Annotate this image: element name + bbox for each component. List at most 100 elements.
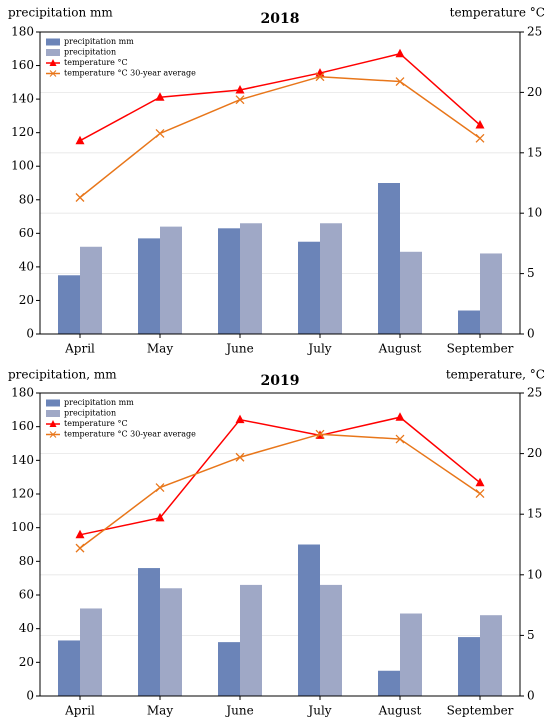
x-tick-label: September bbox=[447, 704, 514, 718]
marker bbox=[75, 135, 85, 145]
bar bbox=[378, 183, 400, 334]
y-tick-label: 40 bbox=[19, 621, 34, 635]
marker bbox=[75, 193, 85, 202]
marker bbox=[395, 434, 405, 444]
legend-marker bbox=[49, 59, 57, 66]
y-tick-label: 60 bbox=[19, 588, 34, 602]
bar bbox=[298, 544, 320, 696]
bar bbox=[298, 241, 320, 334]
line bbox=[79, 75, 481, 199]
line bbox=[79, 416, 481, 536]
marker bbox=[235, 95, 245, 105]
bar bbox=[218, 642, 240, 696]
x-tick-label: July bbox=[306, 704, 331, 718]
marker bbox=[235, 414, 245, 424]
bar bbox=[320, 584, 342, 696]
plot-frame bbox=[39, 392, 521, 697]
marker bbox=[475, 133, 485, 143]
y-tick-label: 40 bbox=[19, 259, 34, 273]
bar bbox=[58, 640, 80, 696]
marker bbox=[315, 72, 325, 82]
x-tick-label: May bbox=[147, 342, 173, 356]
marker bbox=[395, 412, 405, 421]
marker bbox=[75, 529, 85, 539]
bar bbox=[58, 275, 80, 334]
legend-label: precipitation mm bbox=[64, 37, 134, 46]
bar bbox=[458, 637, 480, 696]
bar bbox=[480, 615, 502, 696]
x-tick-label: April bbox=[64, 704, 95, 718]
bar bbox=[138, 568, 160, 696]
x-tick-label: June bbox=[224, 342, 253, 356]
marker bbox=[395, 77, 405, 86]
bar bbox=[160, 588, 182, 696]
legend-label: precipitation mm bbox=[64, 398, 134, 407]
bar bbox=[320, 223, 342, 334]
bar bbox=[458, 310, 480, 334]
y2-tick-label: 20 bbox=[527, 85, 542, 99]
legend-label: temperature °C 30-year average bbox=[64, 69, 196, 78]
y2-tick-label: 15 bbox=[527, 507, 542, 521]
bar bbox=[240, 223, 262, 334]
y-axis-label: precipitation mm bbox=[8, 6, 113, 20]
x-tick-label: August bbox=[378, 704, 422, 718]
y2-tick-label: 5 bbox=[527, 628, 535, 642]
y2-tick-label: 10 bbox=[527, 567, 542, 581]
marker bbox=[155, 129, 165, 138]
legend-marker bbox=[49, 420, 57, 427]
legend-label: precipitation bbox=[64, 409, 116, 418]
y2-tick-label: 0 bbox=[527, 327, 535, 341]
y-tick-label: 180 bbox=[11, 25, 34, 39]
legend-marker bbox=[49, 70, 57, 77]
marker bbox=[395, 48, 405, 58]
x-tick-label: June bbox=[224, 704, 253, 718]
chart-title: 2019 bbox=[261, 373, 300, 389]
x-tick-label: August bbox=[378, 342, 422, 356]
legend-label: temperature °C 30-year average bbox=[64, 430, 196, 439]
marker bbox=[235, 452, 245, 462]
marker bbox=[155, 512, 165, 522]
legend-swatch bbox=[46, 399, 60, 407]
legend-swatch bbox=[46, 410, 60, 417]
bar bbox=[138, 238, 160, 334]
bar bbox=[378, 670, 400, 696]
y2-tick-label: 25 bbox=[527, 25, 542, 39]
y-tick-label: 120 bbox=[11, 487, 34, 501]
marker bbox=[475, 477, 485, 487]
y2-axis-label: temperature °C bbox=[450, 6, 545, 20]
bar bbox=[80, 246, 102, 334]
y-tick-label: 120 bbox=[11, 125, 34, 139]
legend-label: temperature °C bbox=[64, 419, 128, 428]
line bbox=[79, 433, 481, 549]
y2-tick-label: 25 bbox=[527, 386, 542, 400]
marker bbox=[235, 84, 245, 94]
y2-axis-label: temperature, °C bbox=[446, 368, 545, 382]
x-tick-label: September bbox=[447, 342, 514, 356]
bar bbox=[480, 253, 502, 334]
marker bbox=[475, 489, 485, 499]
bar bbox=[160, 226, 182, 334]
y2-tick-label: 10 bbox=[527, 206, 542, 220]
plot-frame bbox=[39, 31, 521, 335]
legend-label: temperature °C bbox=[64, 58, 128, 67]
bar bbox=[240, 584, 262, 696]
y-tick-label: 100 bbox=[11, 520, 34, 534]
bar bbox=[400, 613, 422, 696]
y-tick-label: 20 bbox=[19, 293, 34, 307]
y-axis-label: precipitation, mm bbox=[8, 368, 117, 382]
y-tick-label: 100 bbox=[11, 159, 34, 173]
bar bbox=[218, 228, 240, 334]
y2-tick-label: 15 bbox=[527, 145, 542, 159]
legend-swatch bbox=[46, 49, 60, 56]
bar bbox=[80, 608, 102, 696]
x-tick-label: April bbox=[64, 342, 95, 356]
y-tick-label: 160 bbox=[11, 419, 34, 433]
y-tick-label: 0 bbox=[26, 327, 34, 341]
marker bbox=[155, 92, 165, 101]
x-tick-label: July bbox=[306, 342, 331, 356]
legend-marker bbox=[49, 431, 57, 438]
x-tick-label: May bbox=[147, 704, 173, 718]
marker bbox=[475, 120, 485, 129]
y-tick-label: 140 bbox=[11, 453, 34, 467]
